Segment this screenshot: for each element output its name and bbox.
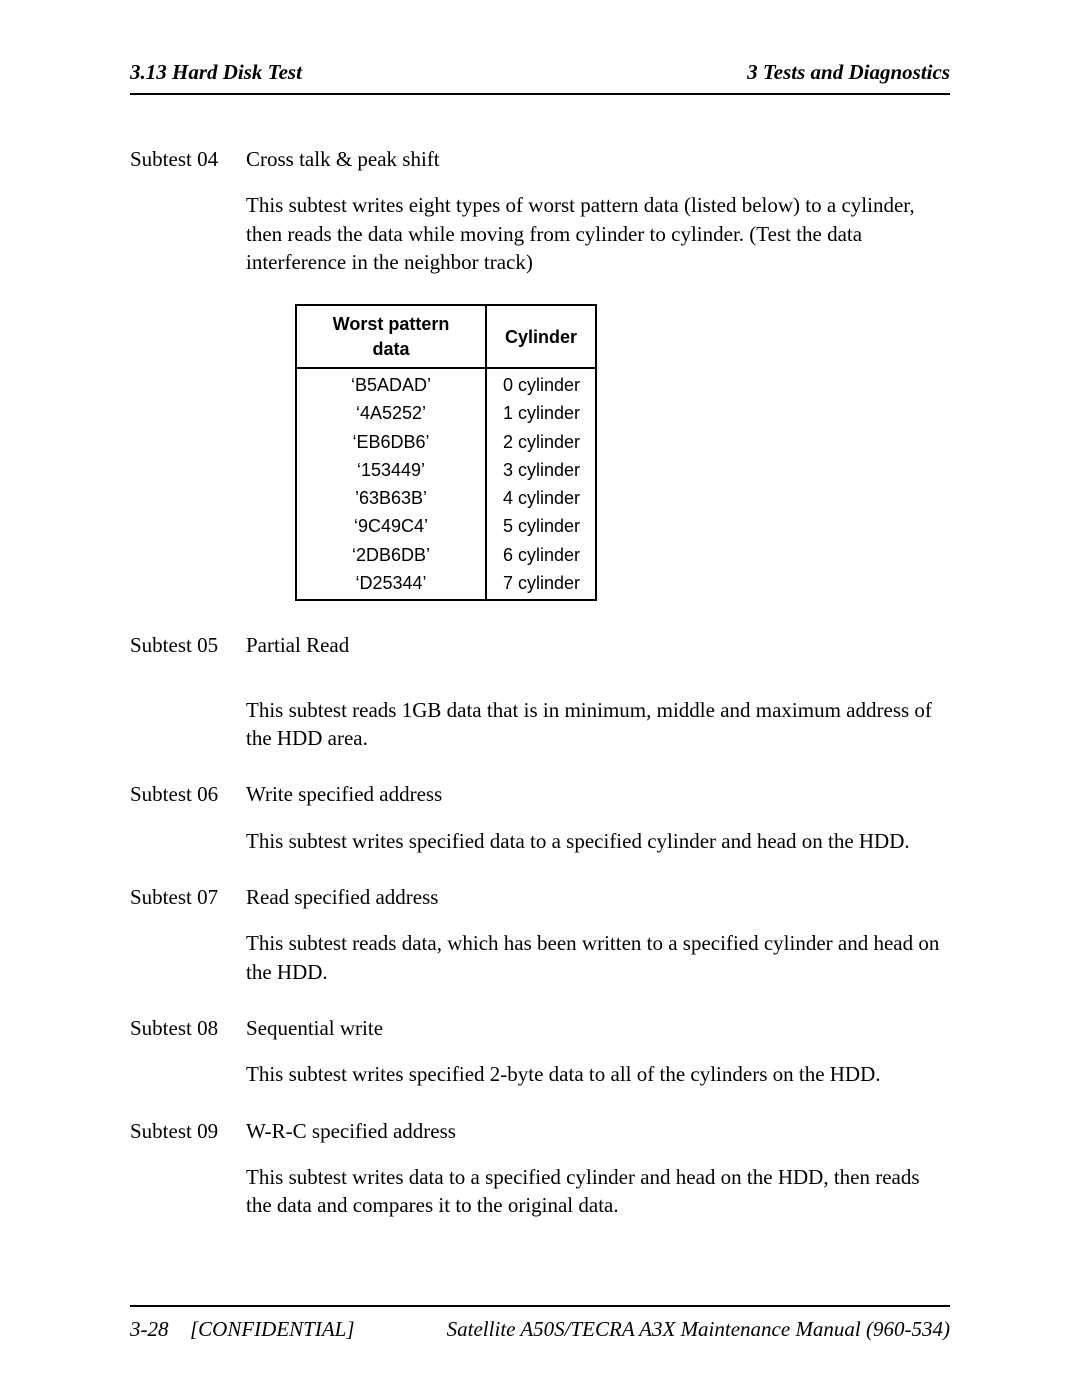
footer-page-number: 3-28 <box>130 1317 190 1342</box>
table-row: ‘2DB6DB’6 cylinder <box>296 541 596 569</box>
table-row: ‘4A5252’1 cylinder <box>296 399 596 427</box>
cell-pattern: ‘EB6DB6’ <box>296 428 486 456</box>
subtest-07-label: Subtest 07 <box>130 883 246 911</box>
subtest-08: Subtest 08 Sequential write This subtest… <box>130 1014 950 1089</box>
page-header: 3.13 Hard Disk Test 3 Tests and Diagnost… <box>130 60 950 95</box>
cell-cylinder: 0 cylinder <box>486 368 596 399</box>
subtest-06-desc: This subtest writes specified data to a … <box>246 827 950 855</box>
cell-pattern: ‘153449’ <box>296 456 486 484</box>
cell-cylinder: 6 cylinder <box>486 541 596 569</box>
table-header-pattern: Worst pattern data <box>296 305 486 368</box>
cell-cylinder: 5 cylinder <box>486 512 596 540</box>
subtest-04-label: Subtest 04 <box>130 145 246 173</box>
table-row: ‘D25344’7 cylinder <box>296 569 596 600</box>
cell-cylinder: 4 cylinder <box>486 484 596 512</box>
subtest-07: Subtest 07 Read specified address This s… <box>130 883 950 986</box>
cell-cylinder: 7 cylinder <box>486 569 596 600</box>
subtest-07-desc: This subtest reads data, which has been … <box>246 929 950 986</box>
header-left: 3.13 Hard Disk Test <box>130 60 302 85</box>
cell-cylinder: 1 cylinder <box>486 399 596 427</box>
pattern-table-wrap: Worst pattern data Cylinder ‘B5ADAD’0 cy… <box>295 304 950 601</box>
cell-cylinder: 3 cylinder <box>486 456 596 484</box>
subtest-08-desc: This subtest writes specified 2-byte dat… <box>246 1060 950 1088</box>
subtest-09: Subtest 09 W-R-C specified address This … <box>130 1117 950 1220</box>
subtest-08-label: Subtest 08 <box>130 1014 246 1042</box>
footer-manual-title: Satellite A50S/TECRA A3X Maintenance Man… <box>390 1317 950 1342</box>
subtest-08-title: Sequential write <box>246 1014 950 1042</box>
cell-pattern: ‘9C49C4’ <box>296 512 486 540</box>
table-row: ‘153449’3 cylinder <box>296 456 596 484</box>
subtest-04-title: Cross talk & peak shift <box>246 145 950 173</box>
subtest-07-title: Read specified address <box>246 883 950 911</box>
table-header-cylinder: Cylinder <box>486 305 596 368</box>
page-footer: 3-28 [CONFIDENTIAL] Satellite A50S/TECRA… <box>130 1305 950 1342</box>
subtest-05-desc: This subtest reads 1GB data that is in m… <box>246 696 950 753</box>
footer-confidential: [CONFIDENTIAL] <box>190 1317 390 1342</box>
table-row: ‘9C49C4’5 cylinder <box>296 512 596 540</box>
pattern-table: Worst pattern data Cylinder ‘B5ADAD’0 cy… <box>295 304 597 601</box>
table-row: ’63B63B’4 cylinder <box>296 484 596 512</box>
subtest-09-label: Subtest 09 <box>130 1117 246 1145</box>
subtest-06: Subtest 06 Write specified address This … <box>130 780 950 855</box>
subtest-05-label: Subtest 05 <box>130 631 246 659</box>
cell-pattern: ‘B5ADAD’ <box>296 368 486 399</box>
subtest-05: Subtest 05 Partial Read This subtest rea… <box>130 631 950 752</box>
subtest-04-desc: This subtest writes eight types of worst… <box>246 191 950 276</box>
subtest-06-title: Write specified address <box>246 780 950 808</box>
subtest-04: Subtest 04 Cross talk & peak shift This … <box>130 145 950 601</box>
page-content: Subtest 04 Cross talk & peak shift This … <box>130 145 950 1220</box>
cell-pattern: ‘2DB6DB’ <box>296 541 486 569</box>
subtest-09-desc: This subtest writes data to a specified … <box>246 1163 950 1220</box>
subtest-06-label: Subtest 06 <box>130 780 246 808</box>
header-right: 3 Tests and Diagnostics <box>747 60 950 85</box>
cell-cylinder: 2 cylinder <box>486 428 596 456</box>
subtest-05-title: Partial Read <box>246 631 950 659</box>
cell-pattern: ‘4A5252’ <box>296 399 486 427</box>
cell-pattern: ’63B63B’ <box>296 484 486 512</box>
cell-pattern: ‘D25344’ <box>296 569 486 600</box>
subtest-09-title: W-R-C specified address <box>246 1117 950 1145</box>
table-row: ‘B5ADAD’0 cylinder <box>296 368 596 399</box>
table-row: ‘EB6DB6’2 cylinder <box>296 428 596 456</box>
